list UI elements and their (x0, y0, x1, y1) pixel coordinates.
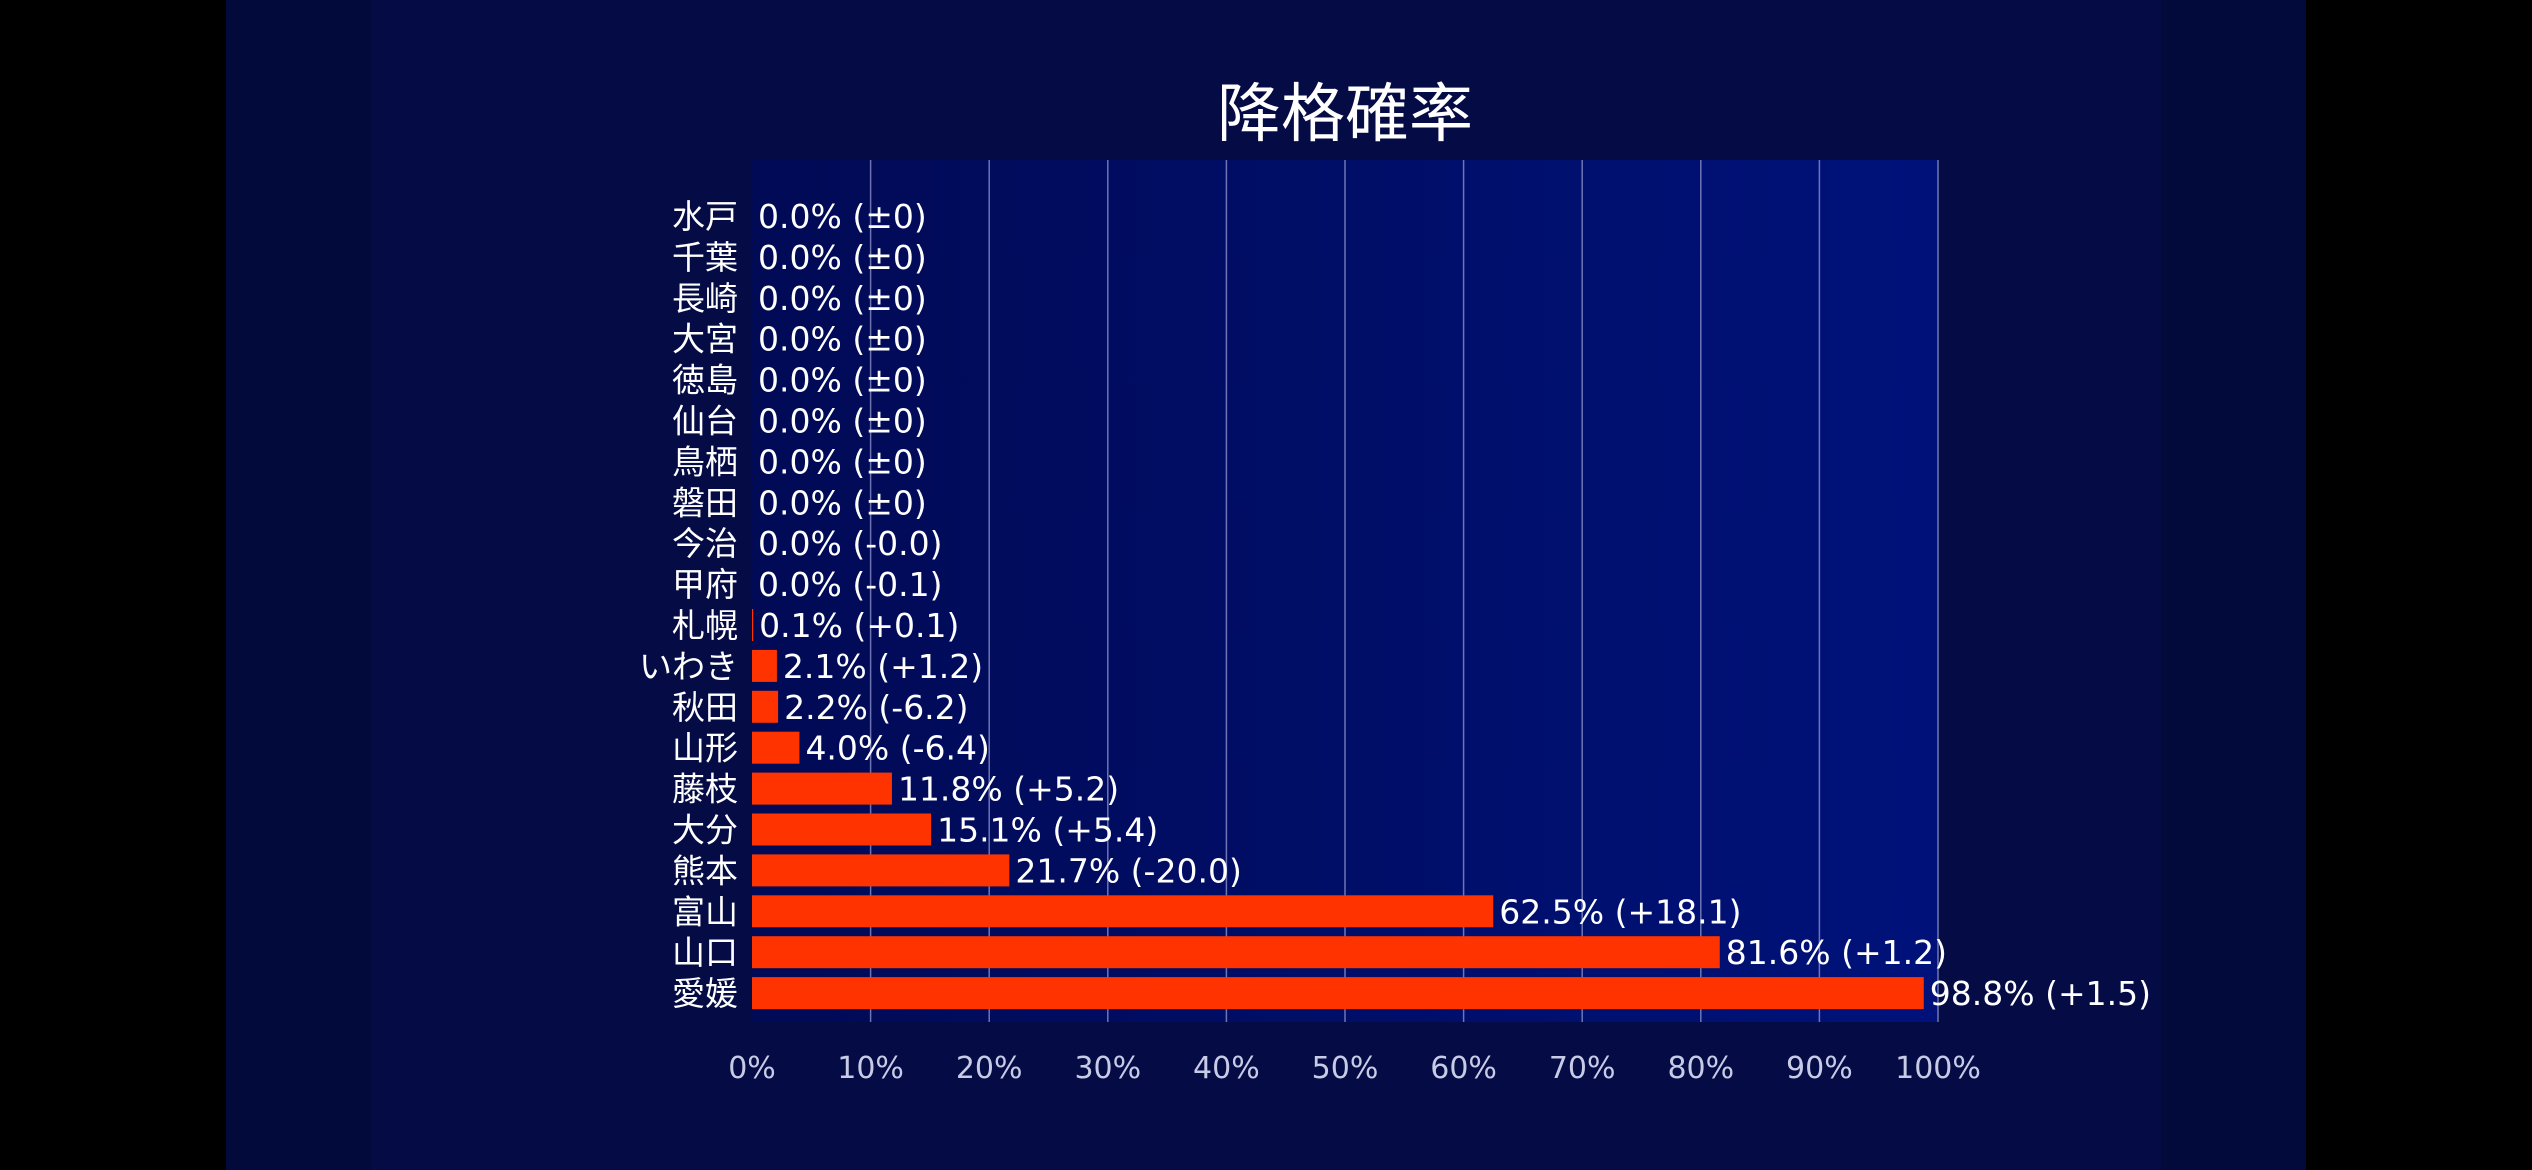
bar (752, 813, 932, 846)
category-label: 富山 (672, 892, 738, 931)
data-label: 0.0% (±0) (758, 361, 927, 400)
category-label: 大分 (672, 811, 738, 850)
category-label: 今治 (672, 524, 738, 563)
data-label: 0.0% (-0.1) (758, 565, 942, 604)
category-label: 鳥栖 (672, 442, 738, 481)
x-tick-label: 50% (1312, 1051, 1379, 1086)
data-label: 2.1% (+1.2) (783, 647, 983, 686)
data-label: 0.0% (±0) (758, 197, 927, 236)
data-label: 0.0% (-0.0) (758, 524, 942, 563)
x-tick-label: 40% (1193, 1051, 1260, 1086)
data-label: 11.8% (+5.2) (898, 770, 1119, 809)
category-label: 水戸 (672, 197, 738, 236)
x-tick-label: 100% (1895, 1051, 1981, 1086)
category-label: 札幌 (672, 606, 738, 645)
bar (752, 936, 1720, 969)
data-label: 0.0% (±0) (758, 320, 927, 359)
data-label: 81.6% (+1.2) (1726, 933, 1947, 972)
data-label: 0.1% (+0.1) (759, 606, 959, 645)
grid-lines (869, 160, 1939, 1022)
x-tick-label: 0% (728, 1051, 776, 1086)
data-label: 62.5% (+18.1) (1499, 892, 1741, 931)
data-label: 98.8% (+1.5) (1930, 974, 2151, 1013)
bar (752, 609, 754, 641)
category-label: 大宮 (672, 320, 738, 359)
data-label: 0.0% (±0) (758, 442, 927, 481)
data-label: 21.7% (-20.0) (1015, 851, 1241, 890)
bar (752, 895, 1494, 928)
x-axis-ticks: 0% 10% 20% 30% 40% 50% 60% 70% 80% 90% 100% (728, 1051, 1981, 1086)
bar (752, 977, 1924, 1010)
category-label: 磐田 (672, 483, 738, 522)
category-label: 愛媛 (672, 974, 738, 1013)
category-label: 山形 (672, 729, 738, 768)
bar (752, 854, 1010, 887)
category-label: 熊本 (672, 851, 738, 890)
x-tick-label: 90% (1786, 1051, 1853, 1086)
category-label: 甲府 (672, 565, 738, 604)
bar (752, 772, 892, 805)
data-label: 15.1% (+5.4) (937, 811, 1158, 850)
data-label: 0.0% (±0) (758, 402, 927, 441)
labels: 水戸 0.0% (±0) 千葉 0.0% (±0) 長崎 0.0% (±0) 大宮 0.0% … (639, 197, 2151, 1013)
category-label: いわき (639, 647, 738, 686)
data-label: 0.0% (±0) (758, 279, 927, 318)
category-label: 山口 (672, 933, 738, 972)
chart-title: 降格確率 (1217, 78, 1473, 152)
category-label: 藤枝 (672, 770, 738, 809)
category-label: 徳島 (672, 361, 738, 400)
data-label: 2.2% (-6.2) (784, 688, 968, 727)
data-label: 0.0% (±0) (758, 483, 927, 522)
data-label: 4.0% (-6.4) (805, 729, 989, 768)
x-tick-label: 30% (1074, 1051, 1141, 1086)
x-tick-label: 70% (1549, 1051, 1616, 1086)
x-tick-label: 60% (1430, 1051, 1497, 1086)
bars (752, 609, 1924, 1010)
x-tick-label: 10% (837, 1051, 904, 1086)
category-label: 仙台 (672, 402, 738, 441)
x-tick-label: 20% (956, 1051, 1023, 1086)
category-label: 長崎 (672, 279, 738, 318)
category-label: 千葉 (672, 238, 738, 277)
bar (752, 731, 800, 764)
data-label: 0.0% (±0) (758, 238, 927, 277)
bar (752, 690, 779, 723)
category-label: 秋田 (672, 688, 738, 727)
x-tick-label: 80% (1667, 1051, 1734, 1086)
bar (752, 649, 777, 682)
